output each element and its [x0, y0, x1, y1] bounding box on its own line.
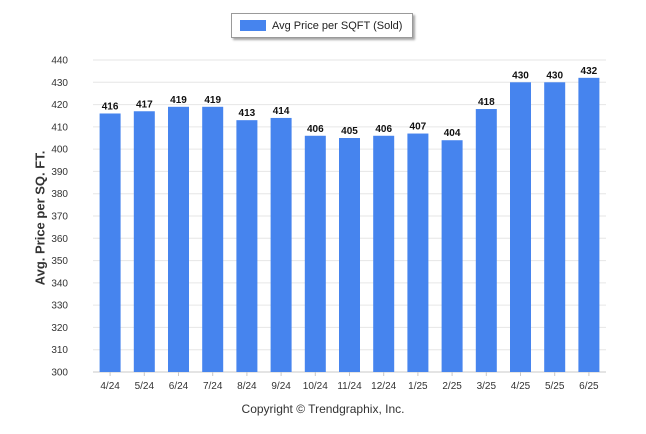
y-tick-label: 390	[51, 167, 68, 178]
bar	[133, 111, 155, 372]
data-label: 406	[375, 124, 392, 135]
data-label: 432	[581, 66, 598, 77]
bar	[202, 106, 224, 373]
data-label: 405	[341, 126, 358, 137]
x-tick-label: 1/25	[408, 381, 428, 392]
y-tick-label: 400	[51, 145, 68, 156]
data-label: 430	[512, 70, 529, 81]
x-tick-label: 5/24	[135, 381, 155, 392]
bar	[236, 120, 258, 373]
bar	[407, 133, 429, 372]
data-label: 418	[478, 97, 495, 108]
data-label: 416	[102, 101, 119, 112]
data-label: 419	[204, 95, 221, 106]
y-tick-label: 310	[51, 345, 68, 356]
bar	[99, 113, 121, 372]
bar	[373, 135, 395, 372]
legend-label: Avg Price per SQFT (Sold)	[272, 19, 403, 32]
y-tick-label: 340	[51, 278, 68, 289]
y-tick-label: 380	[51, 189, 68, 200]
y-tick-label: 420	[51, 100, 68, 111]
bar	[304, 135, 326, 372]
x-tick-label: 12/24	[371, 381, 396, 392]
bar	[339, 138, 360, 372]
data-label: 406	[307, 124, 324, 135]
bar	[578, 77, 600, 372]
x-tick-label: 6/24	[169, 381, 189, 392]
data-label: 430	[546, 70, 563, 81]
y-tick-label: 350	[51, 256, 68, 267]
x-tick-label: 10/24	[303, 381, 328, 392]
bar	[270, 117, 292, 372]
y-tick-label: 330	[51, 301, 68, 312]
legend: Avg Price per SQFT (Sold)	[231, 13, 413, 38]
bar	[510, 82, 531, 373]
y-tick-label: 300	[51, 368, 68, 379]
x-tick-label: 8/24	[237, 381, 257, 392]
y-tick-label: 370	[51, 212, 68, 223]
bar	[441, 140, 463, 372]
x-tick-label: 2/25	[442, 381, 462, 392]
y-tick-label: 320	[51, 323, 68, 334]
y-tick-label: 440	[51, 56, 68, 67]
x-tick-label: 4/25	[511, 381, 531, 392]
x-tick-label: 9/24	[271, 381, 291, 392]
x-tick-label: 3/25	[477, 381, 497, 392]
data-label: 414	[273, 106, 290, 117]
x-tick-label: 7/24	[203, 381, 223, 392]
data-label: 417	[136, 99, 153, 110]
y-tick-label: 410	[51, 122, 68, 133]
copyright-text: Copyright © Trendgraphix, Inc.	[241, 402, 405, 416]
data-label: 407	[410, 122, 427, 133]
legend-swatch	[240, 20, 266, 31]
bar	[168, 106, 189, 373]
y-tick-label: 360	[51, 234, 68, 245]
data-label: 413	[239, 108, 256, 119]
y-tick-label: 430	[51, 78, 68, 89]
data-label: 419	[170, 95, 187, 106]
x-tick-label: 5/25	[545, 381, 565, 392]
data-label: 404	[444, 128, 461, 139]
x-tick-label: 11/24	[337, 381, 362, 392]
bar	[544, 82, 566, 373]
x-tick-label: 4/24	[100, 381, 120, 392]
x-tick-label: 6/25	[579, 381, 599, 392]
bar	[475, 109, 497, 373]
